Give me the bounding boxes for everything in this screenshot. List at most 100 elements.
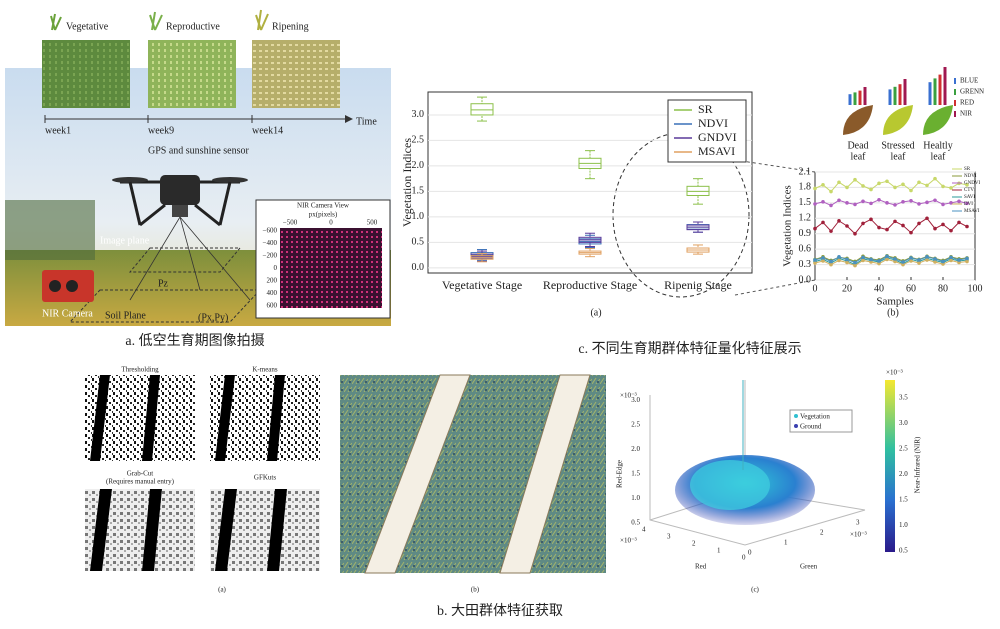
point <box>869 187 873 192</box>
point <box>845 224 849 228</box>
inset-x-tick: −500 <box>283 219 298 227</box>
point <box>829 203 833 208</box>
inset-x-tick: 0 <box>329 219 333 227</box>
x-tick-label: 20 <box>842 283 852 294</box>
point <box>861 221 865 226</box>
scatter-ticks: 0.5 1.0 1.5 2.0 2.5 3.0 0 1 2 3 4 3 2 1 0 0.5 1.0 1.5 2.0 2… <box>631 394 908 562</box>
caption: (b) <box>887 307 899 318</box>
point <box>941 202 945 207</box>
point <box>877 197 881 202</box>
method-title: Grab-Cut <box>127 470 153 478</box>
y-tick: 1 <box>717 547 721 555</box>
point <box>893 257 897 261</box>
x-tick-label: 40 <box>874 283 884 294</box>
point <box>893 185 897 190</box>
method-title: GFKuts <box>254 474 276 482</box>
stage-label: Ripening <box>272 21 309 32</box>
y-tick-label: 2.5 <box>412 135 425 146</box>
arrow-head <box>345 115 353 123</box>
point <box>861 255 865 260</box>
y-tick: 4 <box>642 526 646 534</box>
exponent: ×10⁻³ <box>886 369 903 377</box>
point <box>957 220 961 225</box>
y-axis-label: Vegetation Indices <box>782 185 794 267</box>
y-tick-label: 1.8 <box>799 182 812 193</box>
point <box>917 258 921 262</box>
plant-icon <box>255 9 269 31</box>
band-label: GRENN <box>960 88 984 96</box>
point <box>933 226 937 231</box>
legend-label: Ground <box>800 423 822 431</box>
soil-rows <box>364 374 591 574</box>
point <box>829 259 833 264</box>
inset-x-tick: 500 <box>367 219 378 227</box>
point <box>909 188 913 193</box>
point <box>821 200 825 204</box>
point <box>853 231 857 236</box>
point <box>893 259 897 264</box>
caption: (a) <box>590 307 601 318</box>
y-tick: 3 <box>667 533 671 541</box>
point <box>845 185 849 190</box>
colorbar-tick: 0.5 <box>899 547 908 555</box>
exponent: ×10⁻³ <box>620 537 637 545</box>
y-tick-label: 0.0 <box>412 262 425 273</box>
point <box>837 258 841 263</box>
stage-label: Reproductive <box>166 21 220 32</box>
y-tick-label: 0.5 <box>412 237 425 248</box>
legend-label: Vegetation <box>800 413 830 421</box>
point <box>965 259 969 264</box>
band-label: NIR <box>960 110 972 118</box>
line-chart: 0.0 0.3 0.6 0.9 1.2 1.5 1.8 2.1 0 20 40 60 80 100 Samp… <box>782 166 983 318</box>
point <box>901 200 905 204</box>
inset-y-tick: −600 <box>263 227 278 235</box>
point <box>877 261 881 266</box>
leaf-icons: DeadleafStressedleafHealtlyleafBLUEGRENN… <box>843 67 984 162</box>
soil-plane <box>68 289 262 323</box>
point <box>845 260 849 265</box>
leaf-label: leaf <box>851 151 867 162</box>
plot-frame <box>427 91 753 274</box>
point <box>941 262 945 266</box>
point <box>933 176 937 181</box>
point <box>941 184 945 189</box>
method-title: Thresholding <box>121 366 159 374</box>
y-tick-label: 1.5 <box>799 197 812 208</box>
x-tick-label: 100 <box>968 283 983 294</box>
legend-label: SAVI <box>964 195 975 200</box>
point <box>901 260 905 264</box>
point <box>861 258 865 263</box>
y-tick-label: 0.3 <box>799 259 812 270</box>
point <box>837 198 841 203</box>
inset-y-tick: 400 <box>267 289 278 297</box>
colorbar <box>885 380 895 552</box>
legend-label: DVI <box>964 202 973 207</box>
band-label: BLUE <box>960 77 978 85</box>
point <box>821 259 825 263</box>
point <box>965 224 969 229</box>
z-label: Red-Edge <box>616 460 624 488</box>
image-plane <box>128 247 242 273</box>
pz-label: Pz <box>158 278 169 289</box>
point <box>909 259 913 263</box>
colorbar-tick: 2.5 <box>899 445 908 453</box>
projection <box>129 216 251 301</box>
panel-c: DeadleafStressedleafHealtlyleafBLUEGRENN… <box>578 67 984 357</box>
x-label: Green <box>800 563 818 571</box>
point <box>837 255 841 259</box>
legend-label: NDVI <box>964 174 977 179</box>
lens <box>66 280 78 292</box>
colorbar-tick: 1.0 <box>899 521 908 529</box>
point <box>893 219 897 224</box>
x-tick-label: Reproductive Stage <box>543 278 637 292</box>
point <box>885 179 889 184</box>
point <box>813 202 817 206</box>
point <box>949 255 953 260</box>
point <box>941 259 945 264</box>
point <box>853 263 857 268</box>
z-tick: 1.0 <box>631 494 640 502</box>
nir-image <box>280 228 382 308</box>
x-tick: 1 <box>784 539 788 547</box>
point <box>949 228 953 233</box>
x-tick-label: Ripenig Stage <box>664 278 732 292</box>
